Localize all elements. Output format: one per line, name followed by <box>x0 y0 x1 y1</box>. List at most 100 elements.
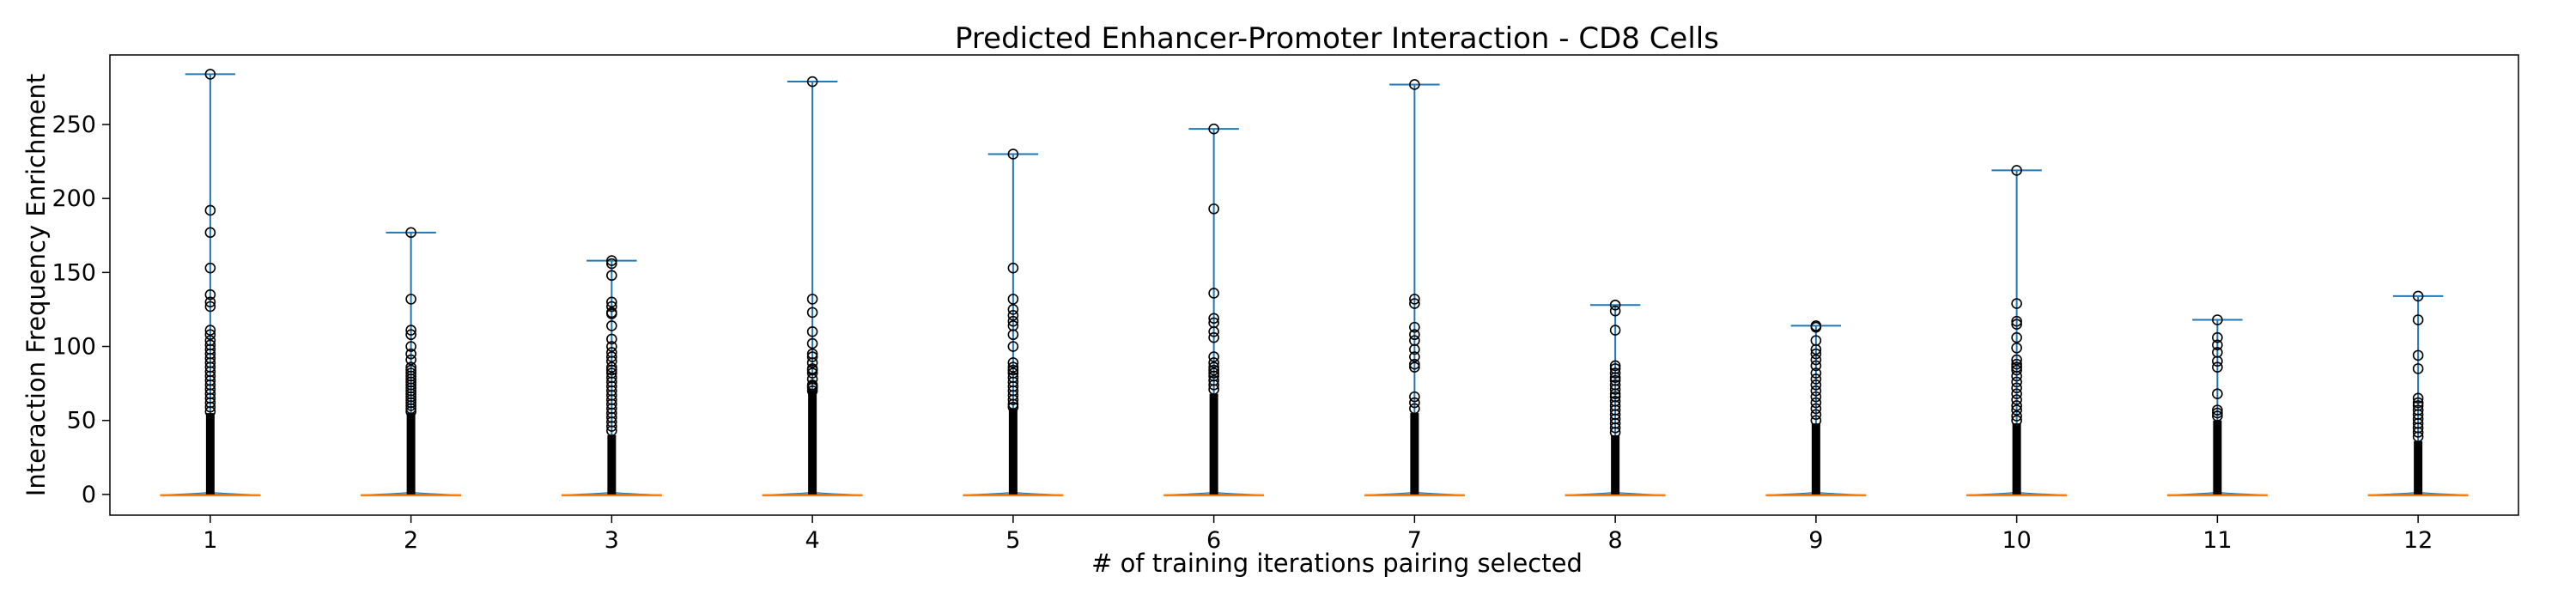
outlier-point <box>1609 388 1621 399</box>
outlier-point <box>1609 367 1621 379</box>
outlier-point <box>1208 123 1219 135</box>
outlier-point <box>1208 367 1219 379</box>
outlier-point <box>1810 391 1822 403</box>
outlier-point <box>2011 319 2022 330</box>
outlier-point <box>1810 321 1822 333</box>
outlier-point <box>606 364 617 376</box>
dense-points <box>1811 423 1820 495</box>
x-tick-label: 6 <box>1206 527 1221 554</box>
x-axis-label: # of training iterations pairing selecte… <box>1091 549 1583 578</box>
outlier-point <box>1409 294 1420 305</box>
outlier-point <box>806 357 818 368</box>
x-axis: 1 2 3 4 5 6 7 8 9 10 11 12 <box>203 515 2433 554</box>
violin-group-2 <box>361 227 462 497</box>
outlier-point <box>1208 288 1219 299</box>
outlier-point <box>2412 314 2424 325</box>
violin-group-12 <box>2367 290 2469 497</box>
outlier-point <box>204 300 216 313</box>
outlier-point <box>1208 325 1219 337</box>
outlier-point <box>405 325 416 336</box>
outlier-point <box>606 296 617 308</box>
outlier-point <box>1810 360 1822 372</box>
dense-points <box>607 434 617 495</box>
plot-marks <box>160 69 2469 497</box>
outlier-point <box>1409 351 1420 362</box>
outlier-point <box>1007 329 1019 341</box>
outlier-point <box>405 348 416 360</box>
y-tick-label: 100 <box>52 334 96 361</box>
y-tick-label: 50 <box>67 408 96 434</box>
dense-points <box>2414 440 2423 495</box>
outlier-point <box>204 325 216 336</box>
outlier-point <box>1409 298 1420 309</box>
x-tick-label: 8 <box>1608 527 1623 554</box>
outlier-point <box>1810 348 1822 360</box>
plot-frame <box>109 54 2519 516</box>
outlier-point <box>405 227 416 239</box>
outlier-point <box>1208 313 1219 325</box>
outlier-point <box>1810 343 1822 355</box>
outlier-point <box>806 294 818 305</box>
outlier-point <box>1409 343 1420 355</box>
outlier-point <box>806 382 818 394</box>
outlier-point <box>405 406 416 417</box>
outlier-point <box>2011 165 2022 176</box>
outlier-point <box>204 262 216 274</box>
outlier-point <box>2212 407 2223 419</box>
outlier-point <box>1609 305 1621 317</box>
outlier-point <box>405 403 416 415</box>
outlier-point <box>606 255 617 266</box>
dense-points <box>808 391 817 495</box>
outlier-point <box>1810 385 1822 397</box>
outlier-point <box>1007 304 1019 315</box>
y-tick-label: 200 <box>52 185 96 212</box>
outlier-point <box>204 69 216 80</box>
outlier-point <box>204 401 216 413</box>
outlier-point <box>2011 410 2022 422</box>
outlier-point <box>2412 392 2424 404</box>
outlier-point <box>1810 379 1822 391</box>
outlier-point <box>2412 397 2424 409</box>
outlier-point <box>2412 349 2424 361</box>
outlier-point <box>2412 431 2424 442</box>
outlier-point <box>2212 404 2223 416</box>
outlier-point <box>606 421 617 432</box>
outlier-point <box>1409 361 1420 373</box>
outlier-point <box>806 385 818 397</box>
violin-group-6 <box>1163 123 1265 497</box>
outlier-point <box>1007 262 1019 274</box>
outlier-point <box>204 288 216 300</box>
outlier-point <box>2011 394 2022 405</box>
outlier-point <box>204 329 216 341</box>
outlier-point <box>1409 329 1420 341</box>
outlier-point <box>204 406 216 417</box>
outlier-point <box>806 325 818 337</box>
outlier-point <box>1007 398 1019 410</box>
violin-group-11 <box>2166 314 2268 497</box>
outlier-point <box>606 308 617 319</box>
outlier-point <box>2412 363 2424 374</box>
y-axis: 0 50 100 150 200 250 <box>52 112 110 508</box>
outlier-point <box>606 361 617 373</box>
outlier-point <box>1007 364 1019 376</box>
outlier-point <box>806 76 818 88</box>
outlier-point <box>1409 397 1420 409</box>
outlier-point <box>1208 384 1219 395</box>
x-tick-label: 3 <box>605 527 619 554</box>
outlier-point <box>1409 321 1420 333</box>
outlier-point <box>204 204 216 216</box>
x-tick-label: 5 <box>1005 527 1020 554</box>
outlier-point <box>2212 355 2223 367</box>
outlier-point <box>1208 364 1219 376</box>
violin-group-5 <box>963 149 1064 497</box>
outlier-point <box>2212 314 2223 325</box>
violin-group-7 <box>1364 79 1465 497</box>
outlier-point <box>1609 360 1621 372</box>
outlier-point <box>405 354 416 366</box>
outlier-point <box>1810 403 1822 415</box>
violin-group-4 <box>762 76 863 497</box>
outlier-point <box>2011 370 2022 382</box>
outlier-point <box>2011 331 2022 343</box>
outlier-point <box>1810 367 1822 379</box>
outlier-point <box>1208 379 1219 391</box>
